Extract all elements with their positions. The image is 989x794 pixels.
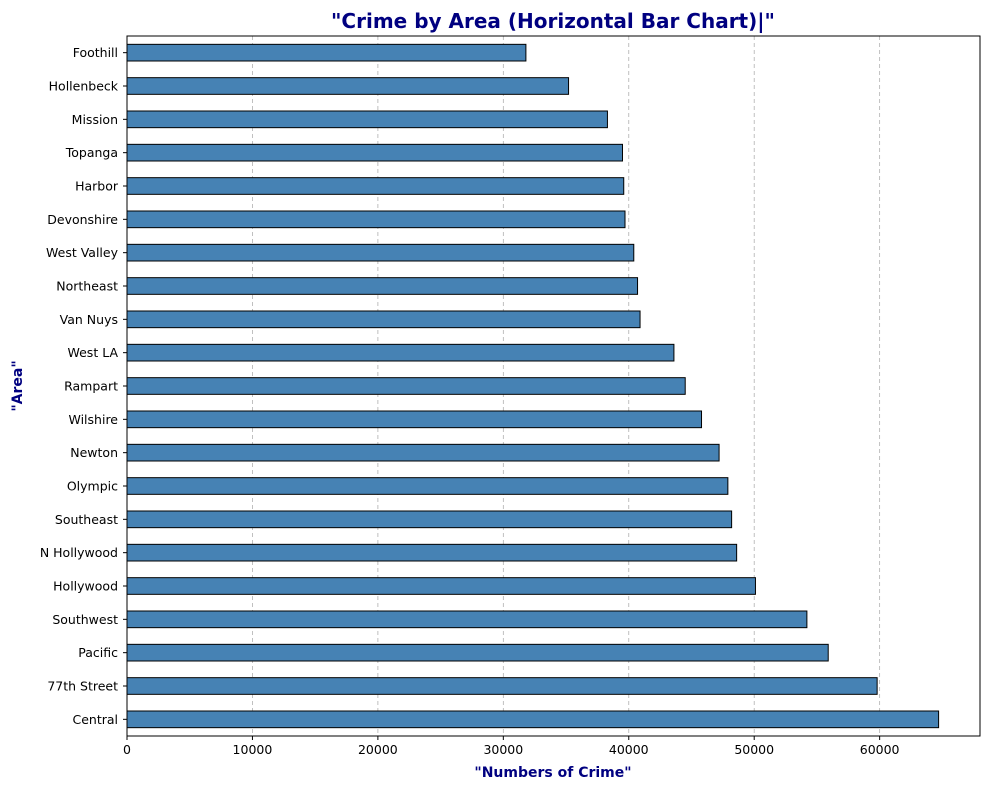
y-axis-label: "Area" [10, 360, 26, 411]
x-tick-label: 60000 [860, 742, 900, 757]
y-tick-label: Van Nuys [60, 312, 118, 327]
y-tick-label: 77th Street [47, 679, 118, 694]
y-tick-label: Southwest [52, 612, 118, 627]
y-tick-label: Olympic [67, 479, 118, 494]
bar [126, 210, 626, 229]
bar [126, 377, 686, 395]
y-axis-ticks: Central 77th Street Pacific Southwest Hollyw… [40, 45, 127, 727]
bar [126, 143, 623, 162]
x-tick-label: 10000 [233, 742, 273, 757]
bar [126, 77, 570, 95]
x-axis-label: "Numbers of Crime" [474, 765, 631, 781]
bar [126, 543, 738, 562]
bar [126, 43, 527, 62]
chart-title: "Crime by Area (Horizontal Bar Chart)|" [331, 9, 775, 33]
bar [126, 577, 756, 595]
bar [126, 177, 625, 195]
bar [126, 477, 729, 495]
y-tick-label: Hollywood [53, 579, 118, 594]
bar [126, 610, 808, 629]
x-tick-label: 0 [123, 742, 131, 757]
y-tick-label: Rampart [64, 379, 118, 394]
bar [126, 310, 641, 329]
bar [126, 110, 608, 129]
y-tick-label: Northeast [56, 279, 118, 294]
y-tick-label: West LA [67, 345, 118, 360]
x-axis-ticks: 0 10000 20000 30000 40000 50000 60000 [123, 736, 900, 757]
y-tick-label: Foothill [73, 45, 118, 60]
y-tick-label: West Valley [46, 245, 119, 260]
x-tick-label: 30000 [483, 742, 523, 757]
bar [126, 677, 878, 695]
bar [126, 443, 720, 462]
y-tick-label: N Hollywood [40, 545, 118, 560]
bar [126, 510, 733, 529]
bars [126, 43, 940, 729]
y-tick-label: Harbor [75, 179, 119, 194]
y-tick-label: Southeast [55, 512, 118, 527]
y-tick-label: Pacific [78, 645, 118, 660]
bar [126, 410, 703, 429]
y-tick-label: Mission [72, 112, 118, 127]
bar [126, 243, 635, 262]
x-tick-label: 40000 [609, 742, 649, 757]
y-tick-label: Central [72, 712, 118, 727]
bar [126, 277, 639, 295]
bar [126, 343, 675, 362]
y-tick-label: Hollenbeck [49, 79, 119, 94]
bar [126, 710, 940, 729]
bar [126, 643, 829, 662]
y-tick-label: Wilshire [69, 412, 119, 427]
x-tick-label: 20000 [358, 742, 398, 757]
x-tick-label: 50000 [734, 742, 774, 757]
y-tick-label: Newton [70, 445, 118, 460]
y-tick-label: Devonshire [47, 212, 118, 227]
y-tick-label: Topanga [65, 145, 118, 160]
